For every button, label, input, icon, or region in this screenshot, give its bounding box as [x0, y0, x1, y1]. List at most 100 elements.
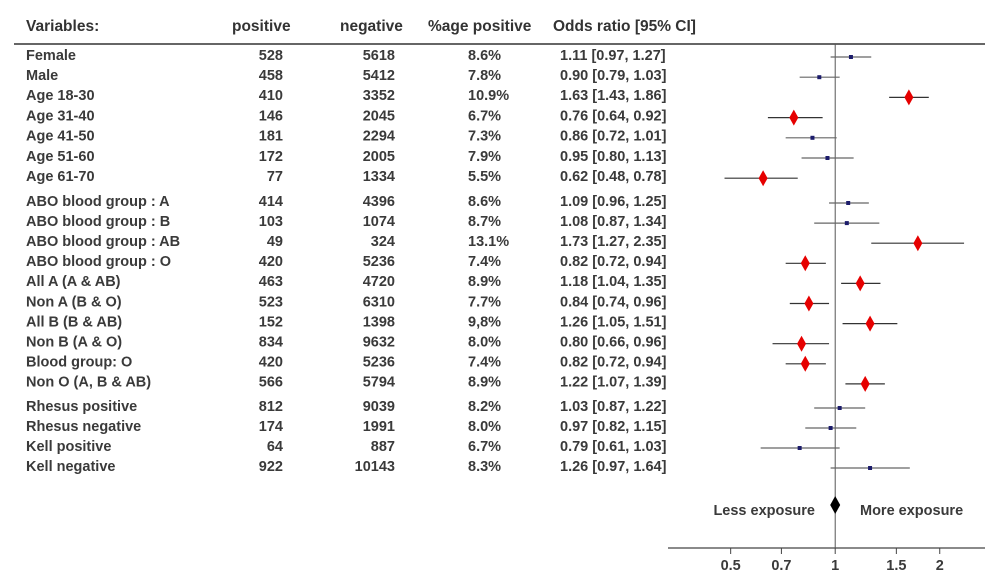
column-header: %age positive: [428, 18, 532, 35]
column-header: Odds ratio [95% CI]: [553, 18, 696, 35]
variable: Age 18-30: [26, 88, 95, 104]
odds-ratio-text: 1.09 [0.96, 1.25]: [560, 194, 667, 210]
positive-count: 922: [259, 459, 283, 475]
odds-ratio-text: 0.82 [0.72, 0.94]: [560, 355, 667, 371]
x-tick-label: 1: [831, 558, 839, 572]
negative-count: 1074: [363, 214, 395, 230]
positive-count: 64: [267, 439, 283, 455]
percent-positive: 9,8%: [468, 314, 501, 330]
variable: Blood group: O: [26, 355, 132, 371]
odds-ratio-marker: [800, 255, 810, 272]
positive-count: 49: [267, 234, 283, 250]
negative-count: 5618: [363, 48, 395, 64]
annotation-right: More exposure: [860, 503, 963, 519]
odds-ratio-text: 1.73 [1.27, 2.35]: [560, 234, 667, 250]
variable: Non O (A, B & AB): [26, 375, 151, 391]
variable: All A (A & AB): [26, 274, 121, 290]
annotation-left: Less exposure: [713, 503, 815, 519]
negative-count: 887: [371, 439, 395, 455]
positive-count: 458: [259, 68, 283, 84]
percent-positive: 7.3%: [468, 129, 501, 145]
column-header: negative: [340, 18, 403, 35]
positive-count: 463: [259, 274, 283, 290]
odds-ratio-text: 0.79 [0.61, 1.03]: [560, 439, 667, 455]
percent-positive: 6.7%: [468, 108, 501, 124]
variable: Kell negative: [26, 459, 115, 475]
odds-ratio-marker: [837, 406, 842, 410]
negative-count: 3352: [363, 88, 395, 104]
odds-ratio-marker: [828, 426, 833, 430]
percent-positive: 7.4%: [468, 254, 501, 270]
negative-count: 5236: [363, 254, 395, 270]
negative-count: 1398: [363, 314, 395, 330]
positive-count: 523: [259, 294, 283, 310]
variable: Rhesus negative: [26, 419, 141, 435]
odds-ratio-text: 1.18 [1.04, 1.35]: [560, 274, 667, 290]
negative-count: 4396: [363, 194, 395, 210]
percent-positive: 8.3%: [468, 459, 501, 475]
negative-count: 9039: [363, 399, 395, 415]
positive-count: 420: [259, 355, 283, 371]
negative-count: 5412: [363, 68, 395, 84]
odds-ratio-text: 0.84 [0.74, 0.96]: [560, 294, 667, 310]
variable: ABO blood group : O: [26, 254, 171, 270]
percent-positive: 5.5%: [468, 169, 501, 185]
variable: Age 41-50: [26, 129, 95, 145]
positive-count: 528: [259, 48, 283, 64]
negative-count: 2045: [363, 108, 395, 124]
odds-ratio-text: 0.76 [0.64, 0.92]: [560, 108, 667, 124]
odds-ratio-text: 0.82 [0.72, 0.94]: [560, 254, 667, 270]
percent-positive: 8.6%: [468, 48, 501, 64]
reference-diamond: [830, 496, 841, 514]
variable: Age 31-40: [26, 108, 95, 124]
odds-ratio-text: 0.86 [0.72, 1.01]: [560, 129, 667, 145]
odds-ratio-marker: [904, 89, 914, 106]
positive-count: 812: [259, 399, 283, 415]
negative-count: 5794: [363, 375, 395, 391]
negative-count: 5236: [363, 355, 395, 371]
odds-ratio-marker: [817, 75, 822, 80]
odds-ratio-text: 1.26 [0.97, 1.64]: [560, 459, 667, 475]
odds-ratio-text: 1.22 [1.07, 1.39]: [560, 375, 667, 391]
odds-ratio-marker: [855, 275, 865, 292]
odds-ratio-text: 0.80 [0.66, 0.96]: [560, 335, 667, 351]
odds-ratio-marker: [848, 55, 853, 59]
odds-ratio-marker: [865, 315, 875, 332]
percent-positive: 7.4%: [468, 355, 501, 371]
positive-count: 172: [259, 149, 283, 165]
odds-ratio-marker: [797, 446, 802, 450]
column-header: positive: [232, 18, 291, 35]
odds-ratio-text: 0.97 [0.82, 1.15]: [560, 419, 667, 435]
negative-count: 2294: [363, 129, 395, 145]
odds-ratio-marker: [846, 201, 851, 205]
variable: Female: [26, 48, 76, 64]
odds-ratio-text: 1.03 [0.87, 1.22]: [560, 399, 667, 415]
odds-ratio-marker: [825, 156, 830, 160]
odds-ratio-marker: [810, 135, 815, 140]
percent-positive: 8.7%: [468, 214, 501, 230]
negative-count: 6310: [363, 294, 395, 310]
positive-count: 152: [259, 314, 283, 330]
variable: All B (B & AB): [26, 314, 122, 330]
column-header: Variables:: [26, 18, 99, 35]
x-tick-label: 0.7: [771, 558, 791, 572]
percent-positive: 6.7%: [468, 439, 501, 455]
percent-positive: 8.0%: [468, 335, 501, 351]
positive-count: 181: [259, 129, 283, 145]
positive-count: 410: [259, 88, 283, 104]
negative-count: 1334: [363, 169, 395, 185]
positive-count: 834: [259, 335, 283, 351]
variable: Rhesus positive: [26, 399, 137, 415]
odds-ratio-marker: [789, 109, 799, 126]
negative-count: 10143: [355, 459, 395, 475]
positive-count: 420: [259, 254, 283, 270]
percent-positive: 7.7%: [468, 294, 501, 310]
negative-count: 2005: [363, 149, 395, 165]
odds-ratio-text: 0.90 [0.79, 1.03]: [560, 68, 667, 84]
odds-ratio-text: 0.62 [0.48, 0.78]: [560, 169, 667, 185]
positive-count: 77: [267, 169, 283, 185]
variable: Non A (B & O): [26, 294, 122, 310]
odds-ratio-text: 1.08 [0.87, 1.34]: [560, 214, 667, 230]
percent-positive: 8.6%: [468, 194, 501, 210]
